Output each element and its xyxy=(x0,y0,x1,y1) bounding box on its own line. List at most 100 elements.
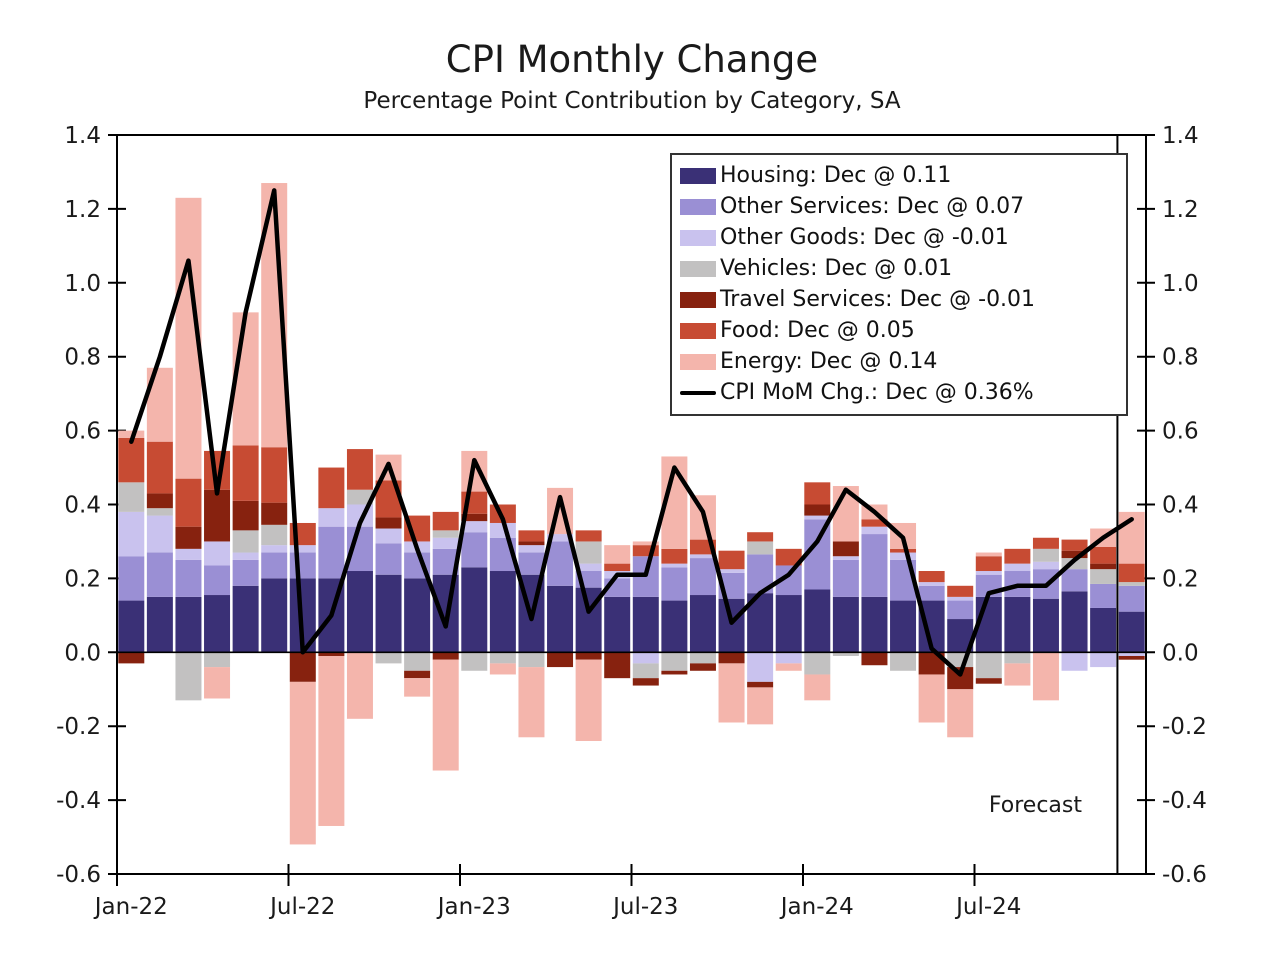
bar-segment-vehicles-Apr-22 xyxy=(204,652,231,668)
bar-segment-energy-May-23 xyxy=(575,659,602,741)
bar-segment-energy-Dec-23 xyxy=(775,663,802,671)
legend-item-label: CPI MoM Chg.: Dec @ 0.36% xyxy=(720,379,1034,405)
cpi-mom-line xyxy=(129,188,1134,677)
bar-segment-energy-Nov-22 xyxy=(404,678,431,697)
bar-segment-other_services-Feb-24 xyxy=(832,559,859,597)
legend-item-housing: Housing: Dec @ 0.11 xyxy=(680,160,1118,191)
y-axis-label-right: -0.2 xyxy=(1162,714,1207,740)
bar-segment-food-May-22 xyxy=(232,445,259,501)
bar-segment-housing-Feb-24 xyxy=(832,596,859,653)
bar-segment-other_goods-Jul-24 xyxy=(975,571,1002,575)
bar-segment-travel_services-May-23 xyxy=(575,652,602,660)
bar-segment-travel_services-Oct-24 xyxy=(1061,550,1088,559)
bar-segment-vehicles-Apr-24 xyxy=(890,652,917,671)
bar-segment-other_goods-Jan-24 xyxy=(804,515,831,520)
y-axis-label-left: 0.0 xyxy=(64,640,101,666)
legend-item-other_goods: Other Goods: Dec @ -0.01 xyxy=(680,222,1118,253)
bar-segment-energy-Jan-24 xyxy=(804,674,831,701)
bar-segment-energy-Sep-24 xyxy=(1032,652,1059,701)
y-axis-label-left: 0.8 xyxy=(64,345,101,371)
y-axis-label-left: 0.2 xyxy=(64,566,101,592)
bar-segment-other_goods-Jan-23 xyxy=(461,521,488,533)
legend-item-label: Other Goods: Dec @ -0.01 xyxy=(720,224,1009,250)
bar-segment-travel_services-Aug-22 xyxy=(318,652,345,656)
bar-segment-housing-Jun-23 xyxy=(604,596,631,653)
bar-segment-other_goods-Mar-24 xyxy=(861,526,888,535)
color-swatch-icon xyxy=(680,229,716,246)
bar-segment-other_goods-Jun-24 xyxy=(947,596,974,601)
bar-segment-vehicles-May-22 xyxy=(232,530,259,553)
bar-segment-housing-May-22 xyxy=(232,585,259,653)
bar-segment-other_goods-Oct-23 xyxy=(718,569,745,573)
y-axis-label-right: 1.4 xyxy=(1162,123,1199,149)
x-axis-label: Jul-24 xyxy=(954,894,1021,920)
y-axis-label-right: 0.4 xyxy=(1162,493,1199,519)
bar-segment-food-Mar-24 xyxy=(861,519,888,527)
bar-segment-energy-Jul-22 xyxy=(289,681,316,845)
bar-segment-housing-Oct-24 xyxy=(1061,591,1088,653)
bar-segment-travel_services-Nov-24 xyxy=(1090,563,1117,570)
bar-segment-energy-Apr-22 xyxy=(204,667,231,699)
bar-segment-vehicles-Sep-22 xyxy=(346,489,373,505)
legend-item-label: Energy: Dec @ 0.14 xyxy=(720,348,938,374)
bar-segment-other_goods-Apr-24 xyxy=(890,552,917,560)
bar-segment-housing-Mar-24 xyxy=(861,596,888,653)
bar-segment-vehicles-Jul-23 xyxy=(632,663,659,679)
bar-segment-other_goods-Nov-23 xyxy=(747,652,774,682)
bar-segment-food-Dec-23 xyxy=(775,548,802,566)
x-axis-label: Jan-22 xyxy=(93,894,168,920)
y-axis-label-left: 1.0 xyxy=(64,271,101,297)
bar-segment-other_goods-Apr-23 xyxy=(547,534,574,542)
bar-segment-food-Dec-24 xyxy=(1118,563,1145,583)
y-axis-label-left: -0.2 xyxy=(56,714,101,740)
bar-segment-other_services-Nov-24 xyxy=(1090,583,1117,608)
bar-segment-food-Aug-22 xyxy=(318,467,345,509)
legend: Housing: Dec @ 0.11 Other Services: Dec @… xyxy=(670,153,1128,416)
bar-segment-vehicles-Aug-23 xyxy=(661,652,688,671)
bar-segment-travel_services-Mar-23 xyxy=(518,541,545,546)
legend-item-label: Other Services: Dec @ 0.07 xyxy=(720,193,1025,219)
bar-segment-travel_services-Aug-23 xyxy=(661,670,688,675)
color-swatch-icon xyxy=(680,291,716,308)
bar-segment-travel_services-Oct-22 xyxy=(375,517,402,529)
legend-item-label: Housing: Dec @ 0.11 xyxy=(720,162,952,188)
bar-segment-vehicles-Feb-24 xyxy=(832,652,859,656)
bar-segment-travel_services-Jun-23 xyxy=(604,652,631,679)
bar-segment-food-Jun-23 xyxy=(604,563,631,572)
line-swatch-icon xyxy=(680,390,716,395)
bar-segment-travel_services-Oct-23 xyxy=(718,652,745,664)
bar-segment-vehicles-Sep-23 xyxy=(689,652,716,664)
bar-segment-other_services-Feb-22 xyxy=(146,552,173,597)
bar-segment-other_goods-Sep-23 xyxy=(689,554,716,559)
bar-segment-food-Feb-22 xyxy=(146,441,173,494)
bar-segment-food-Mar-22 xyxy=(175,478,202,527)
bar-segment-travel_services-Dec-22 xyxy=(432,652,459,660)
bar-segment-vehicles-Nov-22 xyxy=(404,652,431,671)
y-axis-label-left: 1.4 xyxy=(64,123,101,149)
bar-segment-travel_services-Jan-22 xyxy=(118,652,145,664)
bar-segment-housing-Nov-22 xyxy=(404,578,431,653)
bar-segment-travel_services-Nov-22 xyxy=(404,670,431,679)
bar-segment-travel_services-Jan-23 xyxy=(461,513,488,522)
bar-segment-other_goods-May-24 xyxy=(918,582,945,586)
y-axis-label-left: 1.2 xyxy=(64,197,101,223)
color-swatch-icon xyxy=(680,353,716,370)
bar-segment-vehicles-Jul-24 xyxy=(975,652,1002,679)
legend-item-energy: Energy: Dec @ 0.14 xyxy=(680,346,1118,377)
bar-segment-vehicles-Jan-24 xyxy=(804,652,831,675)
bar-segment-other_services-Dec-24 xyxy=(1118,585,1145,612)
bar-segment-other_services-Jan-22 xyxy=(118,556,145,601)
bar-segment-vehicles-Dec-22 xyxy=(432,530,459,538)
bar-segment-other_services-Aug-22 xyxy=(318,526,345,579)
y-axis-label-right: -0.4 xyxy=(1162,788,1207,814)
bar-segment-other_services-Oct-22 xyxy=(375,543,402,575)
bar-segment-other_services-Jun-24 xyxy=(947,600,974,620)
bar-segment-energy-Dec-22 xyxy=(432,659,459,771)
bar-segment-energy-Jan-22 xyxy=(118,430,145,438)
y-axis-label-right: 1.2 xyxy=(1162,197,1199,223)
bar-segment-housing-Sep-22 xyxy=(346,571,373,653)
bar-segment-vehicles-Oct-22 xyxy=(375,652,402,664)
bar-segment-other_goods-Jul-23 xyxy=(632,652,659,664)
bar-segment-housing-Jan-24 xyxy=(804,589,831,653)
bar-segment-energy-Jun-24 xyxy=(947,689,974,738)
